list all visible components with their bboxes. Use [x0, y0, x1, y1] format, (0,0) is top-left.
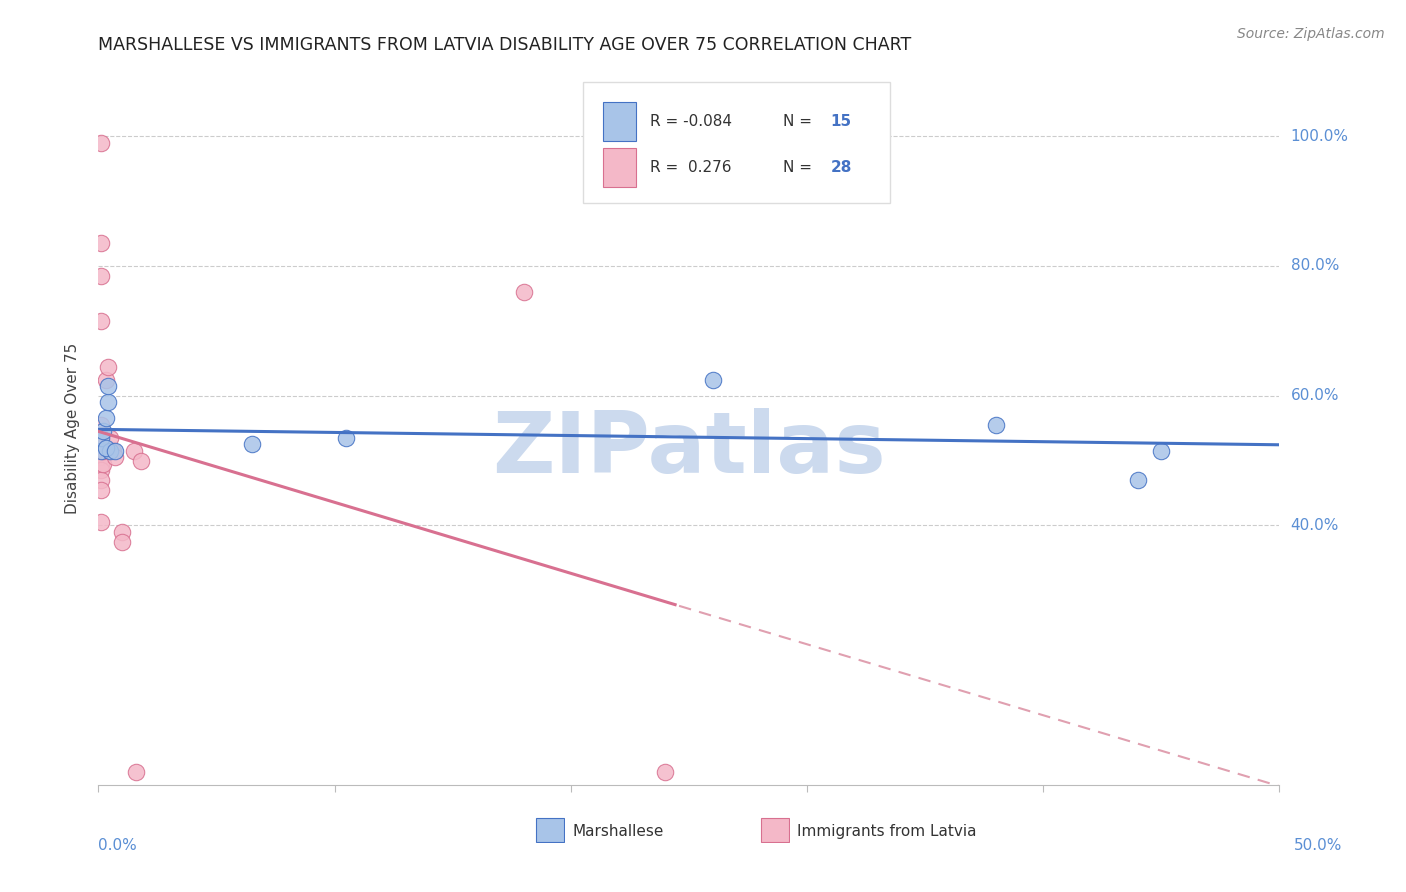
Point [90, 515, 112, 529]
Point [122, 443, 145, 458]
Point [98, 431, 121, 445]
Point [91, 443, 114, 458]
Point [98, 443, 121, 458]
Point [90, 417, 112, 432]
Text: 15: 15 [831, 114, 852, 128]
Point [335, 431, 357, 445]
Text: ZIPatlas: ZIPatlas [492, 408, 886, 491]
Point [125, 764, 148, 779]
Point [97, 359, 120, 374]
Point [1126, 473, 1149, 487]
Point [91, 457, 114, 471]
Point [94, 441, 117, 455]
Point [702, 372, 724, 386]
Text: 40.0%: 40.0% [1291, 518, 1339, 533]
Text: 80.0%: 80.0% [1291, 259, 1339, 274]
Point [90, 314, 112, 328]
Text: Immigrants from Latvia: Immigrants from Latvia [797, 824, 977, 838]
Point [94, 372, 117, 386]
FancyBboxPatch shape [603, 102, 636, 141]
Point [90, 450, 112, 465]
FancyBboxPatch shape [582, 82, 890, 203]
Text: 50.0%: 50.0% [1295, 838, 1343, 854]
Text: N =: N = [783, 161, 817, 175]
Point [90, 236, 112, 251]
Point [111, 524, 134, 539]
Point [97, 395, 120, 409]
Point [101, 443, 124, 458]
Point [90, 431, 112, 445]
Text: 100.0%: 100.0% [1291, 128, 1348, 144]
Point [654, 764, 676, 779]
Text: 60.0%: 60.0% [1291, 388, 1339, 403]
Text: R = -0.084: R = -0.084 [650, 114, 733, 128]
Text: Marshallese: Marshallese [572, 824, 664, 838]
Point [512, 285, 534, 299]
Point [984, 417, 1007, 432]
Point [90, 457, 112, 471]
Point [98, 443, 121, 458]
Text: Source: ZipAtlas.com: Source: ZipAtlas.com [1237, 27, 1385, 41]
Text: R =  0.276: R = 0.276 [650, 161, 731, 175]
Point [90, 443, 112, 458]
Text: MARSHALLESE VS IMMIGRANTS FROM LATVIA DISABILITY AGE OVER 75 CORRELATION CHART: MARSHALLESE VS IMMIGRANTS FROM LATVIA DI… [98, 36, 911, 54]
Point [90, 431, 112, 445]
Point [90, 443, 112, 458]
Point [90, 136, 112, 150]
Point [94, 411, 117, 425]
Point [129, 453, 152, 467]
Point [90, 473, 112, 487]
Point [1150, 443, 1173, 458]
Y-axis label: Disability Age Over 75: Disability Age Over 75 [65, 343, 80, 514]
FancyBboxPatch shape [603, 148, 636, 187]
Point [90, 268, 112, 283]
Point [240, 437, 263, 451]
Point [97, 379, 120, 393]
Text: N =: N = [783, 114, 817, 128]
Point [104, 450, 127, 465]
Point [90, 483, 112, 497]
Point [91, 425, 114, 439]
Text: 28: 28 [831, 161, 852, 175]
Point [90, 463, 112, 477]
Point [111, 534, 134, 549]
Text: 0.0%: 0.0% [98, 838, 138, 854]
Point [104, 443, 127, 458]
